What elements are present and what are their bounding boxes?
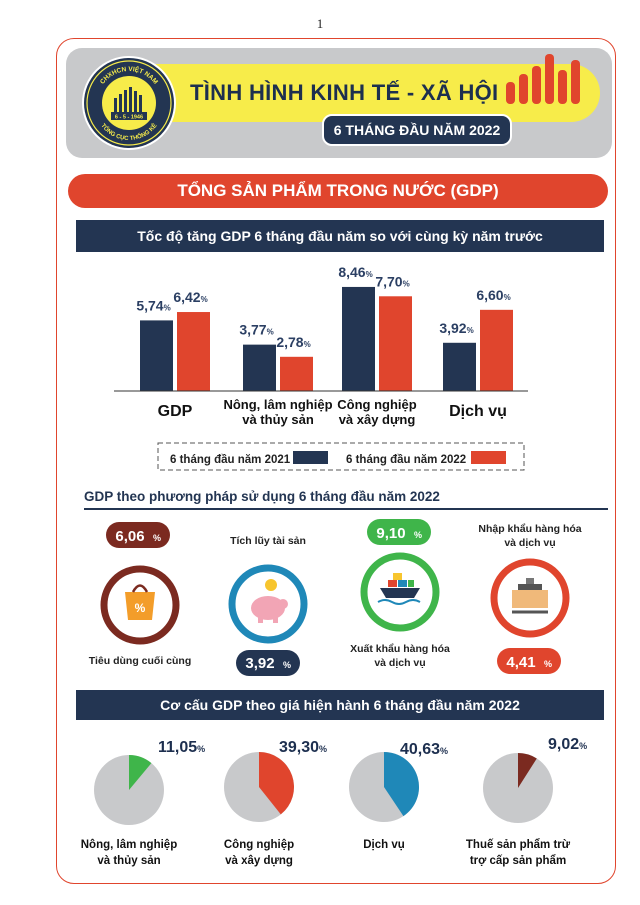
pie-slice-1	[259, 752, 294, 815]
pie-slice-3	[518, 753, 537, 788]
pie-3: 9,02% Thuế sản phẩm trừ trợ cấp sản phẩm	[466, 736, 587, 867]
pie-slice-2	[384, 752, 420, 817]
usage-unit-accumulation: %	[283, 660, 291, 670]
pie-category-1-2: và xây dựng	[225, 855, 293, 867]
pie-category-3-2: trợ cấp sản phẩm	[470, 855, 566, 867]
bar-2021-1	[243, 344, 276, 391]
category-label-3: Dịch vụ	[449, 403, 507, 420]
pie-value-2: 40,63%	[400, 741, 448, 758]
legend-box	[157, 442, 525, 471]
category-label-2-2: và xây dựng	[339, 412, 416, 427]
pie-category-3-1: Thuế sản phẩm trừ	[466, 839, 571, 851]
usage-value-badge-imports	[497, 648, 561, 674]
category-label-0: GDP	[158, 403, 193, 420]
legend-label-2022: 6 tháng đầu năm 2022	[346, 454, 466, 466]
pie-category-0-1: Nông, lâm nghiệp	[81, 839, 177, 851]
pie-value-1: 39,30%	[279, 739, 327, 756]
bar-label-2022-2: 7,70%	[375, 273, 409, 289]
main-title: TÌNH HÌNH KINH TẾ - XÃ HỘI	[190, 80, 499, 105]
category-label-1-2: và thủy sản	[242, 412, 314, 427]
bar-label-2021-0: 5,74%	[136, 297, 170, 313]
bar-label-2022-0: 6,42%	[173, 289, 207, 305]
growth-bar-chart: 5,74%6,42% 3,77%2,78% 8,46% 7,70% 3,92% 6,60%…	[114, 264, 528, 471]
usage-value-exports: 9,10	[376, 525, 405, 542]
infographic-frame	[56, 38, 616, 884]
usage-label-accumulation: Tích lũy tài sản	[230, 535, 306, 547]
usage-section: 6,06 % % Tiêu dùng cuối cùng Tích lũy tà…	[89, 519, 582, 676]
pie-value-0: 11,05%	[158, 739, 205, 756]
usage-unit-consumption: %	[153, 533, 161, 543]
svg-text:%: %	[135, 601, 146, 615]
subtitle-pill: 6 THÁNG ĐẦU NĂM 2022	[322, 114, 512, 146]
bar-2022-2	[379, 296, 412, 391]
bar-2022-0	[177, 312, 210, 391]
bar-label-2022-3: 6,60%	[476, 287, 510, 303]
bar-2021-2	[342, 286, 375, 391]
structure-pie-charts: 11,05% Nông, lâm nghiệp và thủy sản 39,30% C…	[81, 736, 587, 867]
usage-heading: GDP theo phương pháp sử dụng 6 tháng đầu…	[84, 489, 440, 504]
category-label-1-1: Nông, lâm nghiệp	[223, 397, 332, 412]
usage-rule	[84, 508, 608, 510]
usage-value-badge-exports	[367, 519, 431, 545]
usage-value-consumption: 6,06	[115, 528, 144, 545]
bar-chart-icon	[506, 54, 580, 104]
legend-swatch-2022	[471, 451, 506, 464]
pie-1: 39,30% Công nghiệp và xây dựng	[224, 739, 327, 867]
shopping-bag-icon: %	[125, 584, 155, 620]
legend-label-2021: 6 tháng đầu năm 2021	[170, 454, 291, 466]
pie-category-2-1: Dịch vụ	[363, 839, 405, 851]
pie-value-3: 9,02%	[548, 736, 587, 753]
usage-ring-consumption	[100, 565, 180, 645]
usage-label-exports-1: Xuất khẩu hàng hóa	[350, 643, 450, 655]
pie-category-0-2: và thủy sản	[97, 855, 160, 867]
usage-label-imports-2: và dịch vụ	[504, 537, 555, 549]
usage-unit-imports: %	[544, 659, 552, 669]
usage-value-imports: 4,41	[506, 654, 535, 671]
bar-2021-0	[140, 320, 173, 391]
pie-2: 40,63% Dịch vụ	[349, 741, 448, 851]
usage-unit-exports: %	[414, 530, 422, 540]
cargo-ship-icon	[377, 573, 421, 605]
structure-chart-title: Cơ cấu GDP theo giá hiện hành 6 tháng đầ…	[76, 690, 604, 720]
usage-value-badge-accumulation	[236, 650, 300, 676]
page-number: 1	[316, 16, 324, 31]
section-title: TỔNG SẢN PHẨM TRONG NƯỚC (GDP)	[68, 174, 608, 208]
logo-date: 6 - 5 - 1946	[115, 115, 143, 121]
usage-value-badge-consumption	[106, 522, 170, 548]
bar-label-2021-1: 3,77%	[239, 322, 273, 338]
bar-2022-3	[480, 309, 513, 391]
bar-2022-1	[280, 356, 313, 391]
pie-0: 11,05% Nông, lâm nghiệp và thủy sản	[81, 739, 205, 867]
piggy-bank-icon	[251, 579, 288, 623]
bar-label-2022-1: 2,78%	[276, 334, 310, 350]
usage-value-accumulation: 3,92	[245, 655, 274, 672]
warehouse-scale-icon	[512, 578, 548, 614]
legend-swatch-2021	[293, 451, 328, 464]
usage-label-exports-2: và dịch vụ	[374, 657, 425, 669]
growth-chart-title: Tốc độ tăng GDP 6 tháng đầu năm so với c…	[76, 220, 604, 252]
pie-slice-0	[129, 755, 152, 790]
pie-category-1-1: Công nghiệp	[224, 839, 294, 851]
usage-ring-imports	[490, 558, 570, 638]
usage-ring-accumulation	[228, 564, 308, 644]
bar-label-2021-2: 8,46%	[338, 264, 372, 280]
category-label-2-1: Công nghiệp	[337, 397, 416, 412]
usage-ring-exports	[360, 552, 440, 632]
gso-logo: 6 - 5 - 1946 CHXHCN VIỆT NAM TỔNG CỤC TH…	[82, 56, 176, 150]
usage-label-consumption: Tiêu dùng cuối cùng	[89, 655, 191, 667]
bar-2021-3	[443, 342, 476, 391]
bar-label-2021-3: 3,92%	[439, 320, 473, 336]
usage-label-imports-1: Nhập khẩu hàng hóa	[478, 523, 581, 535]
